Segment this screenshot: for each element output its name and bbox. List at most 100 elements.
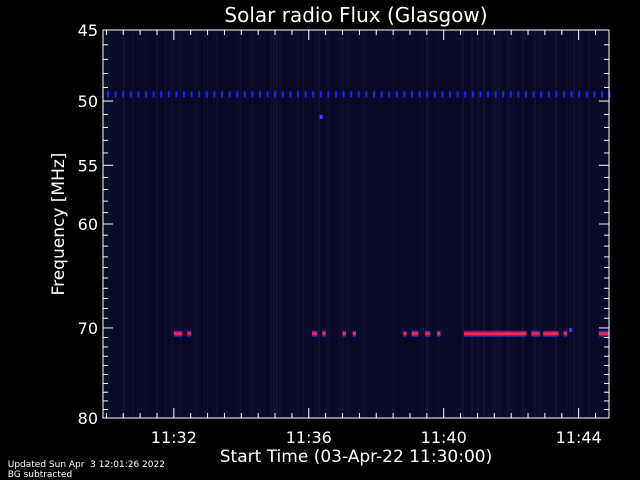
band-50-mark: [190, 91, 193, 98]
band-50-mark: [160, 91, 163, 98]
band-50-mark: [479, 91, 482, 98]
band-50-mark: [585, 91, 588, 98]
background-streak: [579, 30, 580, 418]
background-streak: [588, 30, 590, 418]
band-50-mark: [205, 91, 208, 98]
band-50-mark: [578, 91, 581, 98]
band-70-mark: [312, 332, 318, 336]
band-50-mark: [183, 91, 185, 98]
background-streak: [318, 30, 320, 418]
background-streak: [303, 30, 304, 418]
emission-spike: [319, 115, 323, 119]
band-50-mark: [175, 91, 178, 98]
band-50-mark: [350, 91, 353, 98]
background-streak: [264, 30, 265, 418]
background-streak: [429, 30, 430, 418]
background-streak: [204, 30, 205, 418]
background-streak: [483, 30, 485, 418]
band-50-mark: [312, 91, 315, 98]
band-50-mark: [304, 91, 307, 98]
band-50-mark: [228, 91, 231, 98]
band-50-mark: [122, 91, 125, 98]
band-50-mark: [456, 91, 459, 98]
band-50-mark: [608, 91, 611, 98]
background-streak: [348, 30, 349, 418]
band-50-mark: [494, 91, 497, 98]
background-streak: [363, 30, 365, 418]
band-50-mark: [243, 91, 246, 98]
band-50-mark: [502, 91, 505, 98]
background-streak: [144, 30, 145, 418]
background-streak: [462, 30, 464, 418]
background-streak: [534, 30, 536, 418]
band-50-mark: [342, 91, 345, 98]
y-tick-label: 60: [78, 215, 98, 234]
band-70-mark: [187, 332, 191, 336]
band-50-mark: [525, 91, 527, 98]
band-50-mark: [167, 91, 170, 98]
y-axis-label: Frequency [MHz]: [49, 153, 69, 296]
background-streak: [132, 30, 134, 418]
band-50-mark: [289, 91, 292, 98]
background-streak: [297, 30, 299, 418]
background-streak: [567, 30, 568, 418]
background-streak: [147, 30, 148, 418]
band-50-mark: [532, 91, 535, 98]
background-streak: [180, 30, 181, 418]
band-50-mark: [563, 91, 565, 98]
background-streak: [573, 30, 575, 418]
band-50-mark: [129, 91, 132, 98]
footer: Updated Sun Apr 3 12:01:26 2022 BG subtr…: [2, 450, 179, 480]
band-50-mark: [555, 91, 558, 98]
background-streak: [540, 30, 541, 418]
background-streak: [498, 30, 500, 418]
background-streaks: [108, 30, 590, 418]
band-70-mark: [322, 332, 326, 336]
background-streak: [276, 30, 278, 418]
background-streak: [510, 30, 511, 418]
y-tick-label: 55: [78, 156, 98, 175]
x-tick-label: 11:32: [151, 428, 197, 447]
background-streak: [213, 30, 214, 418]
band-50-mark: [319, 91, 322, 98]
background-streak: [216, 30, 218, 418]
band-50-mark: [259, 91, 261, 98]
y-tick-label: 70: [78, 319, 98, 338]
band-50-mark: [335, 91, 337, 98]
y-tick-label: 45: [78, 21, 98, 40]
band-50-mark: [365, 91, 368, 98]
band-50-mark: [547, 91, 550, 98]
band-50-mark: [593, 91, 596, 98]
background-streak: [327, 30, 329, 418]
background-streak: [570, 30, 571, 418]
band-50-mark: [274, 91, 277, 98]
background-streak: [402, 30, 403, 418]
band-50-mark: [570, 91, 573, 98]
tick-labels: 11:32 11:36 11:40 11:44 45 50 55 60 70 80: [78, 21, 602, 447]
band-50-mark: [433, 91, 436, 98]
background-streak: [270, 30, 272, 418]
x-tick-label: 11:44: [556, 428, 602, 447]
band-50-mark: [388, 91, 391, 98]
band-50-mark: [380, 91, 383, 98]
band-70-mark: [598, 332, 609, 336]
background-streak: [471, 30, 473, 418]
band-50-mark: [327, 91, 330, 98]
background-streak: [426, 30, 428, 418]
band-50-mark: [198, 91, 201, 98]
band-50-mark: [411, 91, 413, 98]
band-50-mark: [107, 91, 109, 98]
background-streak: [339, 30, 341, 418]
axis-ticks: [103, 29, 609, 419]
background-streak: [237, 30, 239, 418]
band-70-mark: [437, 332, 441, 336]
band-50-mark: [213, 91, 216, 98]
y-tick-label: 50: [78, 92, 98, 111]
band-50-mark: [357, 91, 360, 98]
band-70-mark: [563, 332, 567, 336]
band-50-mark: [509, 91, 512, 98]
band-50-mark: [395, 91, 398, 98]
band-50-mark: [449, 91, 451, 98]
band-50-mark: [137, 91, 140, 98]
background-streak: [423, 30, 424, 418]
